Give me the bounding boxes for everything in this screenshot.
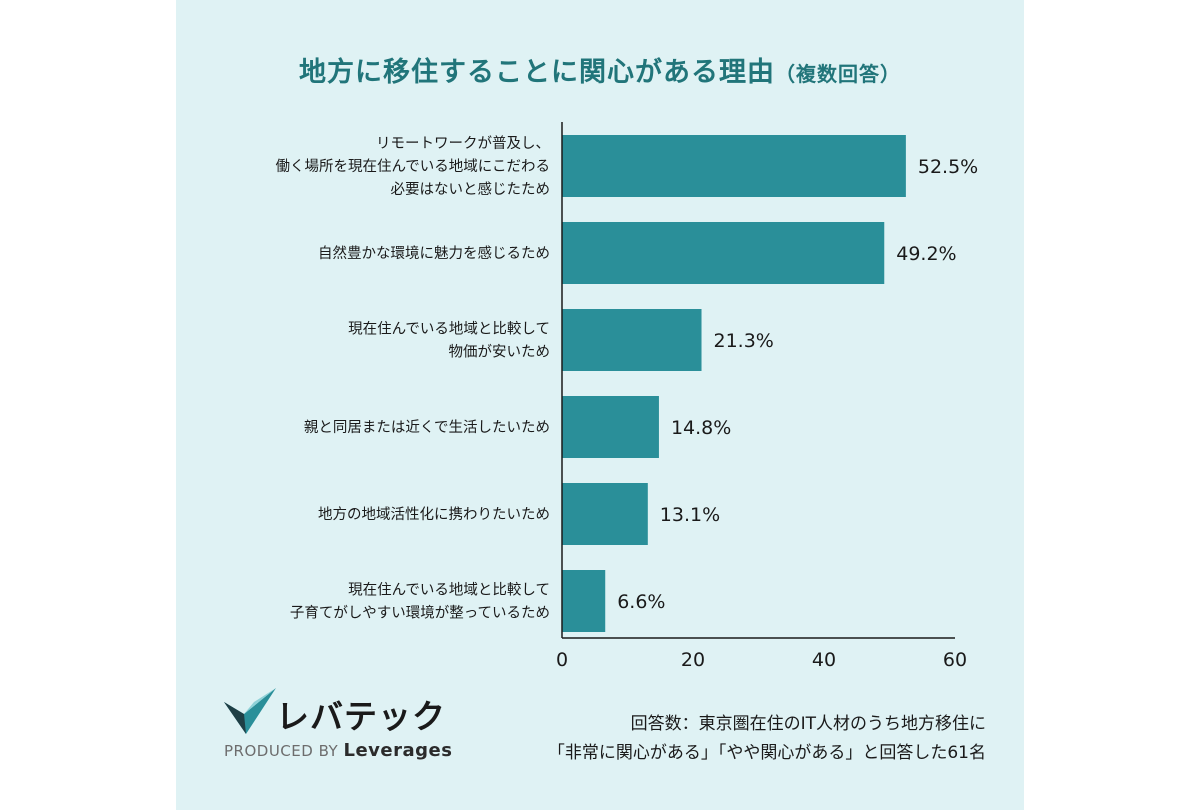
x-tick-label-60: 60 [943, 649, 967, 671]
x-tick-labels: 0 20 40 60 [556, 649, 967, 671]
produced-by-prefix: PRODUCED BY [224, 742, 339, 760]
bar-value-label-4: 14.8% [671, 417, 731, 439]
category-label-6-line-1: 現在住んでいる地域と比較して [348, 581, 550, 599]
leverages-logo-icon [224, 688, 276, 734]
bar-value-label-1: 52.5% [918, 156, 978, 178]
category-label-1-line-3: 必要はないと感じたため [391, 181, 551, 198]
bars-layer [562, 135, 906, 632]
bar-1 [562, 135, 906, 197]
category-label-2-line-1: 自然豊かな環境に魅力を感じるため [318, 244, 550, 262]
bar-value-label-2: 49.2% [896, 243, 956, 265]
produced-by-brand: Leverages [343, 740, 453, 761]
bar-value-label-3: 21.3% [714, 330, 774, 352]
chart-title-sub: （複数回答） [775, 62, 901, 86]
bar-4 [562, 396, 659, 458]
chart-title: 地方に移住することに関心がある理由（複数回答） [176, 50, 1024, 89]
category-label-3-line-1: 現在住んでいる地域と比較して [348, 320, 550, 338]
x-tick-label-20: 20 [681, 649, 705, 671]
respondent-note: 回答数：東京圏在住のIT人材のうち地方移住に 「非常に関心がある」「やや関心があ… [548, 710, 986, 768]
category-label-3-line-2: 物価が安いため [449, 344, 551, 361]
category-label-6-line-2: 子育てがしやすい環境が整っているため [290, 604, 550, 622]
category-label-1-line-2: 働く場所を現在住んでいる地域にこだわる [276, 158, 550, 175]
x-tick-label-0: 0 [556, 649, 568, 671]
produced-by-credit: PRODUCED BY Leverages [224, 740, 452, 761]
category-label-4-line-1: 親と同居または近くで生活したいため [304, 419, 550, 436]
bar-value-label-6: 6.6% [617, 591, 665, 613]
bar-value-label-5: 13.1% [660, 504, 720, 526]
chart-title-main: 地方に移住することに関心がある理由 [299, 57, 775, 88]
bar-6 [562, 570, 606, 632]
category-label-5-line-1: 地方の地域活性化に携わりたいため [318, 506, 550, 523]
category-labels: 52.5% リモートワークが普及し、働く場所を現在住んでいる地域にこだわる必要はな… [276, 135, 979, 622]
bar-2 [562, 222, 885, 284]
respondent-note-line-1: 回答数：東京圏在住のIT人材のうち地方移住に [630, 714, 986, 734]
bar-chart: 0 20 40 60 52.5% リモートワークが普及し、働く場所を現在住んでいる地域に… [276, 122, 979, 671]
logo-wordmark: レバテック [276, 697, 446, 736]
bar-5 [562, 483, 648, 545]
category-label-1-line-1: リモートワークが普及し、 [376, 135, 550, 152]
x-tick-label-40: 40 [812, 649, 836, 671]
respondent-note-line-2: 「非常に関心がある」「やや関心がある」と回答した61名 [547, 743, 986, 763]
bar-3 [562, 309, 702, 371]
infographic-panel: 地方に移住することに関心がある理由（複数回答） 0 20 40 60 52.5% リモー… [176, 0, 1024, 810]
